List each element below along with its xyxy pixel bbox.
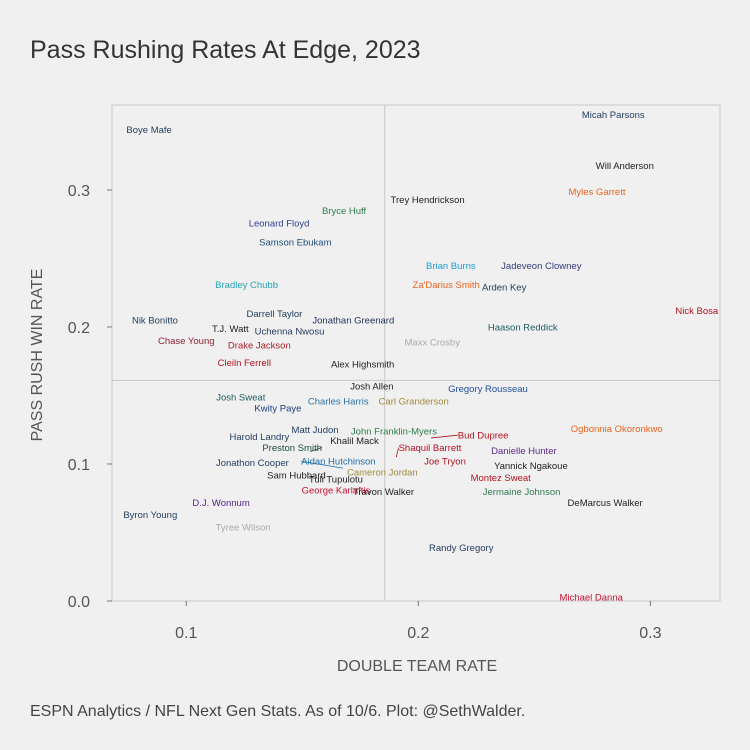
x-tick-label: 0.2 (407, 625, 429, 642)
point-label: Jonathon Cooper (216, 458, 289, 469)
point-label: Cleiln Ferrell (218, 358, 271, 369)
point-label: John Franklin-Myers (351, 427, 437, 438)
point-label: Shaquil Barrett (399, 443, 462, 454)
leader-line (431, 434, 458, 439)
point-label: Boye Mafe (126, 125, 171, 136)
point-label: Aidan Hutchinson (301, 457, 375, 468)
leader-line (301, 460, 343, 469)
point-labels: Micah Parsons Boye Mafe Will Anderson Myles… (123, 110, 719, 603)
source-caption: ESPN Analytics / NFL Next Gen Stats. As … (30, 703, 526, 720)
plot-border (111, 104, 721, 602)
y-tick-label: 0.0 (68, 594, 90, 611)
point-label: Matt Judon (292, 425, 339, 436)
point-label: Micah Parsons (582, 110, 645, 121)
point-label: Nick Bosa (675, 306, 718, 317)
point-label: Josh Sweat (216, 392, 265, 403)
point-label: Drake Jackson (228, 340, 291, 351)
point-label: Bryce Huff (322, 206, 367, 217)
point-label: Chase Young (158, 336, 215, 347)
point-label: Khalil Mack (330, 436, 379, 447)
point-label: Harold Landry (230, 432, 290, 443)
point-label: Josh Allen (350, 381, 393, 392)
point-label: Michael Danna (560, 592, 624, 603)
point-label: D.J. Wonnum (192, 498, 249, 509)
point-label: Montez Sweat (471, 473, 532, 484)
point-label: Sam Hubbard (267, 470, 326, 481)
point-label: Kwity Paye (254, 403, 301, 414)
point-label: Tuli Tupulotu (309, 475, 363, 486)
chart-title: Pass Rushing Rates At Edge, 2023 (30, 36, 421, 64)
point-label: Jadeveon Clowney (501, 261, 582, 272)
leader-line (395, 447, 399, 458)
leader-lines (301, 434, 458, 469)
point-label: Uchenna Nwosu (255, 327, 325, 338)
point-label: Trey Hendrickson (391, 195, 465, 206)
point-label: George Karlaftis (302, 486, 371, 497)
point-label: Bradley Chubb (215, 280, 278, 291)
point-label: Gregory Rousseau (448, 384, 528, 395)
y-axis-label: PASS RUSH WIN RATE (29, 269, 46, 442)
point-label: Danielle Hunter (491, 446, 556, 457)
point-label: Jonathan Greenard (312, 316, 394, 327)
point-label: Yannick Ngakoue (494, 461, 568, 472)
x-tick-label: 0.3 (639, 625, 661, 642)
point-label: Darrell Taylor (247, 309, 303, 320)
point-label: Will Anderson (596, 161, 654, 172)
point-label: Myles Garrett (568, 187, 625, 198)
point-label: Samson Ebukam (259, 238, 331, 249)
point-label: Bud Dupree (458, 431, 509, 442)
y-tick-label: 0.3 (68, 183, 90, 200)
point-label: DeMarcus Walker (568, 498, 643, 509)
point-label: Joe Tryon (424, 457, 466, 468)
point-label: Alex Highsmith (331, 359, 394, 370)
point-label: Carl Granderson (379, 396, 449, 407)
y-tick-label: 0.1 (68, 457, 90, 474)
point-label: Randy Gregory (429, 543, 494, 554)
x-tick-label: 0.1 (175, 625, 197, 642)
y-tick-label: 0.2 (68, 320, 90, 337)
point-label: Charles Harris (308, 396, 369, 407)
point-label: Tyree Wilson (216, 523, 271, 534)
point-label: Preston Smith (262, 443, 322, 454)
point-label: Nik Bonitto (132, 316, 178, 327)
point-label: Leonard Floyd (249, 218, 310, 229)
point-label: Jermaine Johnson (483, 487, 561, 498)
point-label: Cameron Jordan (347, 468, 418, 479)
point-label: Travon Walker (353, 487, 414, 498)
point-label: T.J. Watt (212, 324, 249, 335)
point-label: Arden Key (482, 283, 527, 294)
axis-ticks: 0.1 0.2 0.3 0.0 0.1 0.2 0.3 (68, 183, 662, 642)
point-label: Byron Young (123, 510, 177, 521)
leader-line (310, 447, 323, 453)
point-label: Maxx Crosby (405, 338, 461, 349)
plot-frame (111, 104, 721, 602)
point-label: Za'Darius Smith (413, 280, 480, 291)
point-label: Brian Burns (426, 261, 476, 272)
point-label: Ogbonnia Okoronkwo (571, 424, 663, 435)
point-label: Haason Reddick (488, 322, 558, 333)
x-axis-label: DOUBLE TEAM RATE (337, 658, 497, 675)
